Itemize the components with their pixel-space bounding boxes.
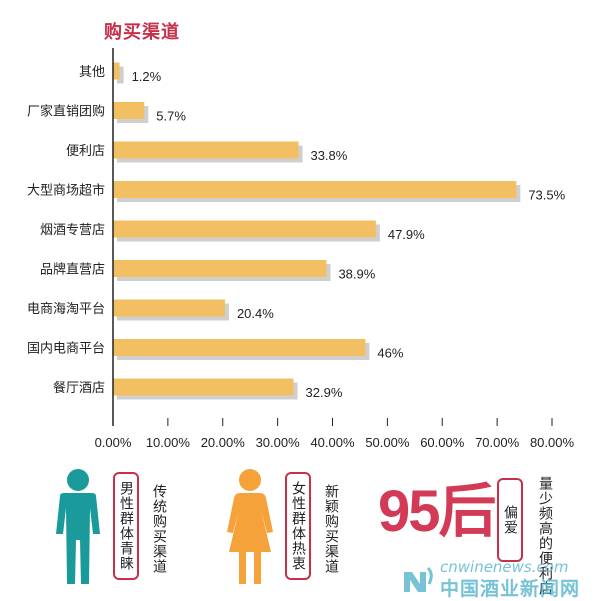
x-tick-label: 80.00% — [530, 435, 575, 450]
bar — [113, 62, 120, 80]
bar — [113, 220, 376, 238]
female-person-icon — [227, 469, 273, 584]
category-label: 便利店 — [66, 144, 105, 159]
male-label: 男性群体青睐 — [118, 481, 134, 571]
bar — [113, 378, 294, 396]
male-text: 传统购买渠道 — [151, 484, 167, 574]
x-tick-label: 60.00% — [420, 435, 465, 450]
x-tick-label: 30.00% — [256, 435, 301, 450]
x-tick-label: 0.00% — [95, 435, 132, 450]
bar — [113, 339, 366, 356]
value-label: 20.4% — [237, 306, 274, 321]
bar — [113, 299, 225, 317]
x-tick-label: 50.00% — [365, 435, 410, 450]
category-label: 烟酒专营店 — [40, 223, 105, 238]
male-person-icon — [56, 469, 100, 584]
preference-text: 量少频高的便利店 — [537, 476, 553, 596]
value-label: 38.9% — [338, 267, 375, 282]
x-tick-label: 40.00% — [310, 435, 355, 450]
category-label: 其他 — [79, 65, 105, 80]
x-tick-label: 20.00% — [201, 435, 246, 450]
category-label: 电商海淘平台 — [27, 302, 105, 317]
category-label: 大型商场超市 — [27, 183, 105, 199]
value-label: 5.7% — [156, 109, 186, 124]
value-label: 47.9% — [388, 227, 425, 242]
value-label: 46% — [377, 346, 403, 361]
female-text: 新颖购买渠道 — [323, 484, 339, 574]
category-label: 厂家直销团购 — [27, 104, 105, 120]
x-tick-label: 70.00% — [475, 435, 520, 450]
logo-icon — [404, 566, 433, 592]
female-label-box: 女性群体热衷 — [285, 472, 311, 580]
bar — [113, 260, 327, 277]
watermark-cn: 中国酒业新闻网 — [440, 578, 581, 600]
value-label: 32.9% — [306, 385, 343, 400]
bar — [113, 102, 145, 119]
chart-title: 购买渠道 — [104, 22, 180, 43]
bar — [113, 181, 517, 198]
bar — [113, 141, 299, 159]
bar-chart: 其他 1.2% 厂家直销团购 5.7% 便利店 33.8% 大型商场超市 73.5% 烟酒专营店… — [27, 48, 575, 450]
category-label: 品牌直营店 — [40, 262, 105, 278]
preference-label: 偏爱 — [502, 505, 518, 535]
category-label: 餐厅酒店 — [53, 380, 105, 396]
female-label: 女性群体热衷 — [290, 481, 306, 571]
watermark-url: cnwinenews.com — [440, 558, 569, 576]
bar-shadow — [117, 66, 124, 84]
preference-label-box: 偏爱 — [497, 478, 523, 562]
x-tick-label: 10.00% — [146, 435, 191, 450]
value-label: 33.8% — [310, 148, 347, 163]
value-label: 1.2% — [132, 69, 162, 84]
male-label-box: 男性群体青睐 — [113, 472, 139, 580]
value-label: 73.5% — [528, 188, 565, 203]
post-95-text: 95后 — [378, 479, 497, 544]
category-label: 国内电商平台 — [27, 341, 105, 357]
